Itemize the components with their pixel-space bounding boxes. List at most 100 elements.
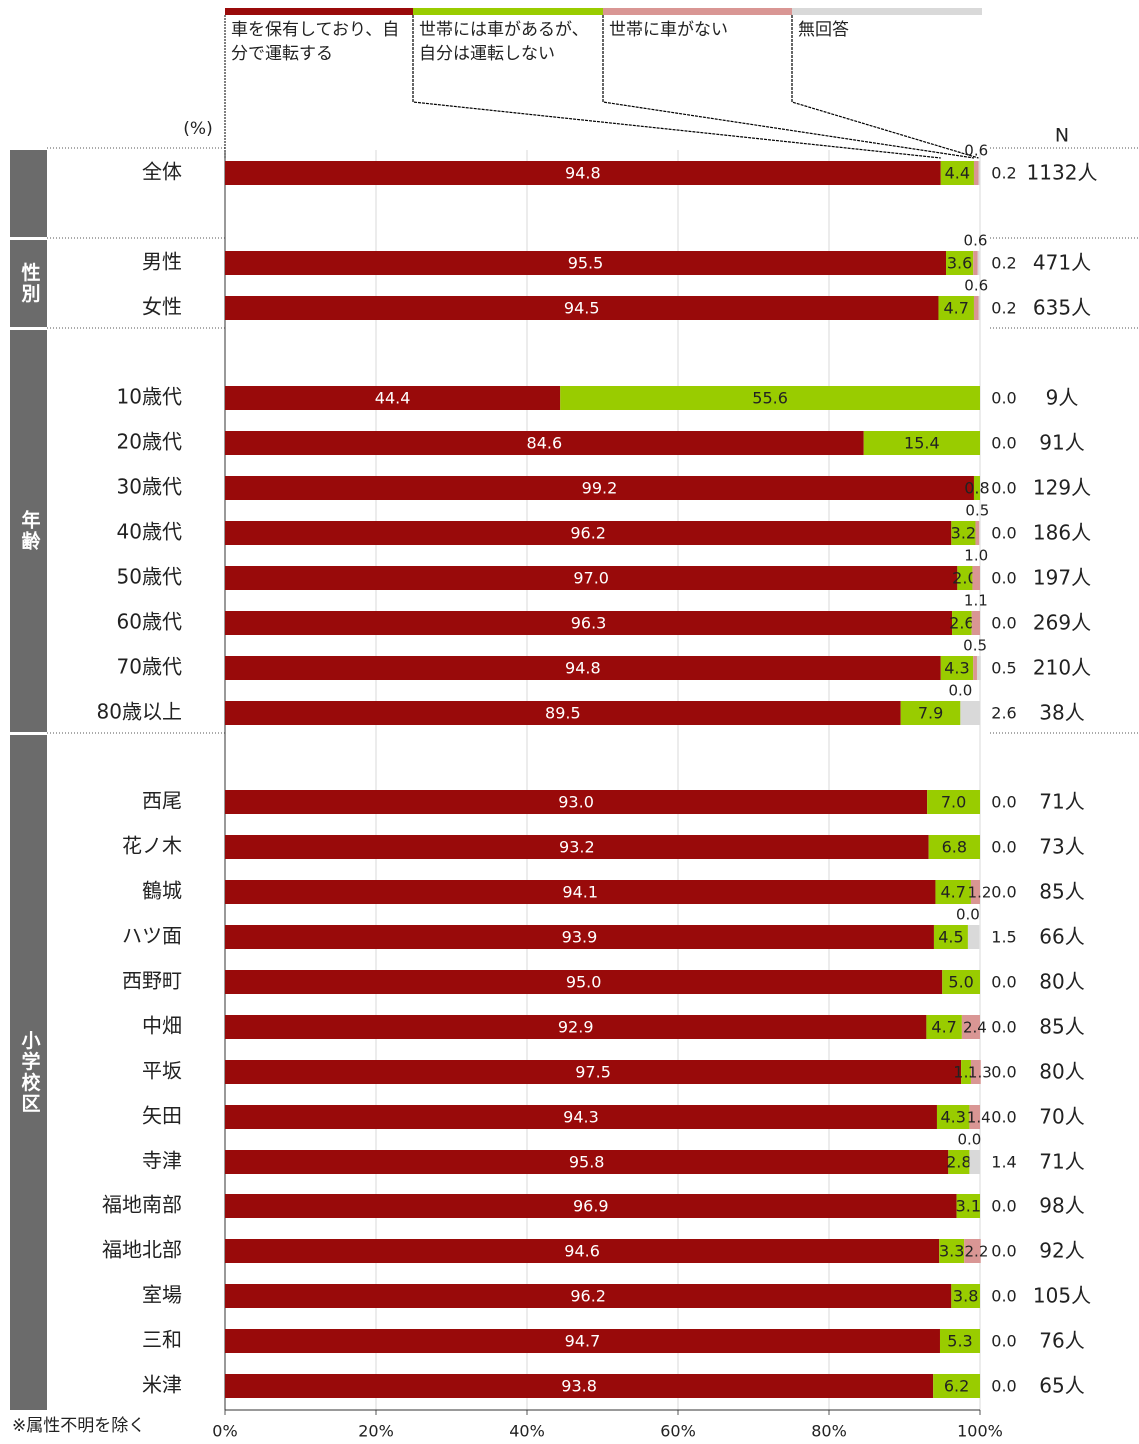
value-label: 94.1 [562,883,598,902]
group-box [10,735,47,1410]
value-label: 0.0 [991,389,1016,408]
bar-segment [961,1060,971,1084]
value-label: 96.2 [570,1287,606,1306]
legend-item: 世帯には車があるが、自分は運転しない [419,20,589,64]
value-label: 1.1 [964,592,988,610]
value-label: 97.5 [575,1063,611,1082]
x-tick-label: 0% [212,1422,237,1441]
value-label: 0.0 [991,793,1016,812]
bar-segment [927,790,980,814]
value-label: 15.4 [904,434,940,453]
value-label: 2.8 [946,1153,971,1172]
bar-segment [225,1060,962,1084]
value-label: 0.0 [991,1242,1016,1261]
y-tick-label: 福地北部 [102,1238,182,1262]
value-label: 93.8 [561,1377,597,1396]
bar-segment [933,1374,980,1398]
value-label: 2.6 [991,704,1016,723]
bar-segment [225,1374,934,1398]
bar-segment [225,835,929,859]
footnote: ※属性不明を除く [12,1416,145,1436]
legend-label: 世帯には車があるが、自分は運転しない [419,20,589,64]
y-tick-label: 平坂 [142,1059,182,1083]
bar-segment [225,476,974,500]
bar-segment [933,925,968,949]
value-label: 0.6 [964,232,988,250]
value-label: 3.3 [939,1242,964,1261]
bar-segment [225,296,939,320]
bar-segment [225,1239,940,1263]
value-label: 4.3 [940,1108,965,1127]
value-label: 1.5 [991,928,1016,947]
legend-swatch [413,8,603,15]
value-label: 95.5 [568,254,604,273]
group-box [10,330,47,732]
value-label: 93.0 [558,793,594,812]
bar-segment [225,386,561,410]
value-label: 4.4 [945,164,970,183]
value-label: 92.9 [558,1018,594,1037]
bar-segment [225,970,943,994]
value-label: 0.6 [964,277,988,295]
bar-segment [225,790,928,814]
bar-segment [972,566,980,590]
value-label: 3.1 [956,1197,981,1216]
value-label: 0.0 [991,1197,1016,1216]
value-label: 6.8 [942,838,967,857]
y-tick-label: 40歳代 [117,520,182,544]
bar-segment [976,656,981,680]
value-label: 94.8 [565,164,601,183]
bar-segment [969,1150,980,1174]
value-label: 5.3 [947,1332,972,1351]
bar-segment [978,161,980,185]
n-label: 9人 [1046,386,1079,410]
y-tick-label: ハツ面 [122,924,182,948]
bar-segment [946,251,974,275]
n-label: 80人 [1039,1060,1084,1084]
unit-label: (%) [183,119,212,139]
n-label: 38人 [1039,701,1084,725]
value-label: 0.0 [991,524,1016,543]
bar-segment [938,296,974,320]
value-label: 0.0 [958,1131,982,1149]
value-label: 0.0 [991,569,1016,588]
y-tick-label: 50歳代 [117,565,182,589]
bar-segment [928,835,980,859]
n-label: 71人 [1039,790,1084,814]
value-label: 1.3 [968,1064,992,1082]
bar-segment [967,925,980,949]
value-label: 1.4 [991,1153,1016,1172]
value-label: 93.9 [562,928,598,947]
group-label: 年齢 [19,509,41,552]
value-label: 55.6 [752,389,788,408]
y-tick-label: 福地南部 [102,1193,182,1217]
value-label: 4.3 [944,659,969,678]
bar-segment [971,611,980,635]
value-label: 1.4 [967,1109,991,1127]
value-label: 0.2 [991,254,1016,273]
bar-segment [939,1239,965,1263]
value-label: 44.4 [375,389,411,408]
group-box [10,150,47,237]
bar-segment [900,701,961,725]
n-label: 65人 [1039,1374,1084,1398]
y-tick-label: 寺津 [142,1149,182,1173]
legend-swatch [225,8,413,15]
y-tick-label: 西尾 [142,789,182,813]
y-tick-label: 10歳代 [117,385,182,409]
n-label: 1132人 [1027,161,1098,185]
n-label: 92人 [1039,1239,1084,1263]
bar-segment [939,1329,980,1353]
value-label: 2.4 [963,1019,987,1037]
legend-item: 世帯に車がない [609,20,728,40]
value-label: 0.2 [991,164,1016,183]
y-tick-label: 中畑 [142,1014,182,1038]
bar-segment [225,1329,940,1353]
y-tick-label: 矢田 [142,1104,182,1128]
bar-segment [969,1105,980,1129]
value-label: 0.0 [991,1287,1016,1306]
value-label: 0.0 [991,883,1016,902]
x-tick-label: 100% [957,1422,1003,1441]
legend-item: 無回答 [798,20,849,40]
bar-segment [225,1105,937,1129]
